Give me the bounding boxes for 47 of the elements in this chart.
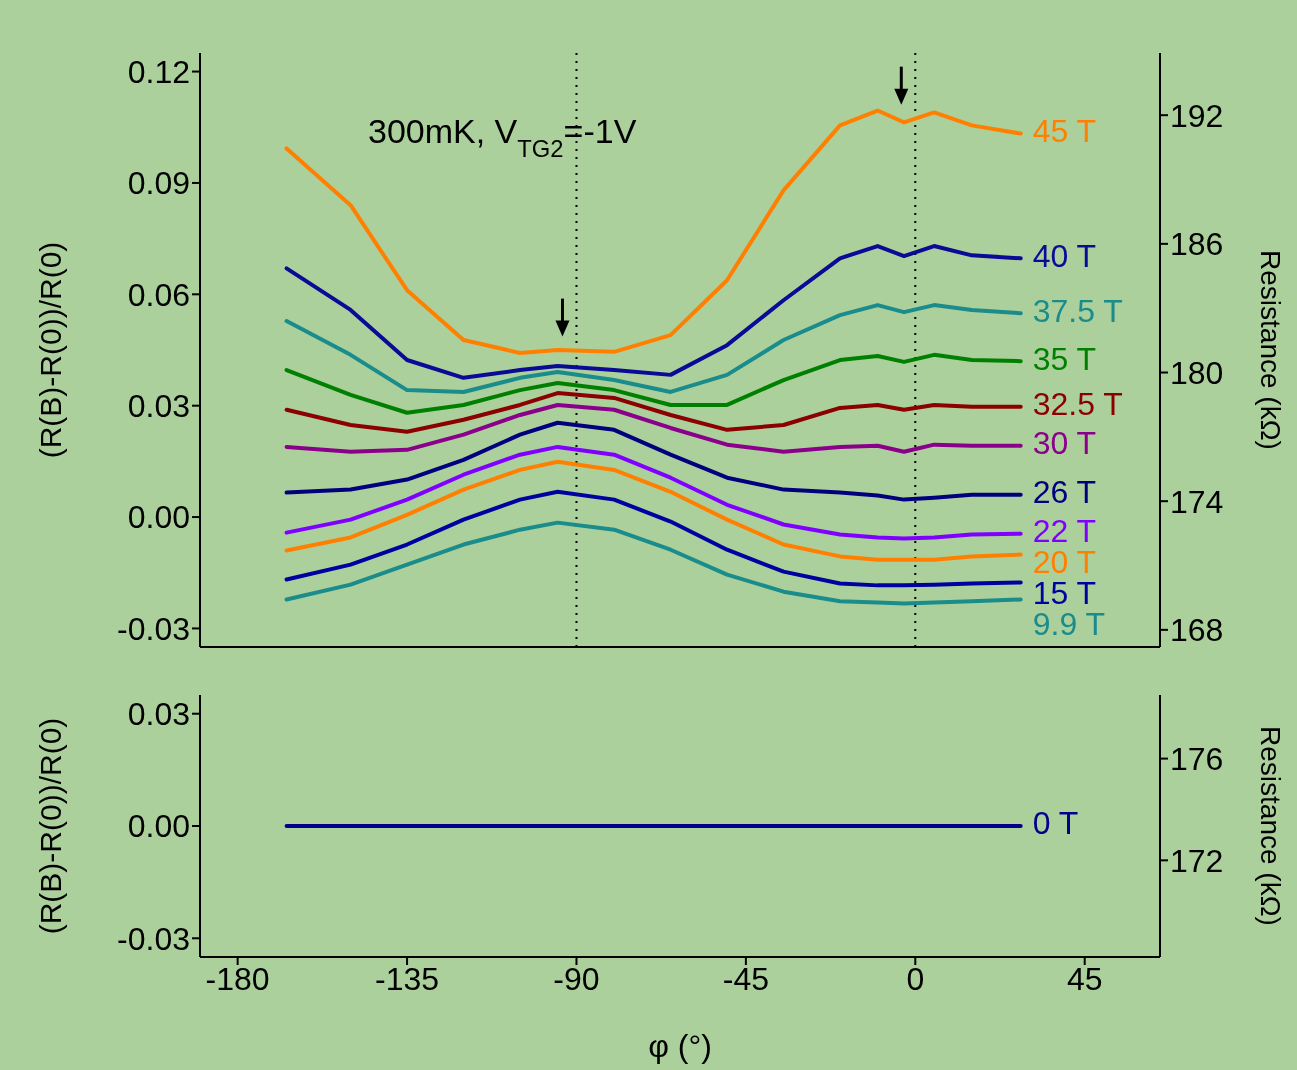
- line-series: [284, 420, 1023, 502]
- series-label: 32.5 T: [1032, 386, 1123, 423]
- line-series: [284, 489, 1023, 588]
- y2-tick-label: 192: [1170, 97, 1224, 134]
- line-series: [284, 402, 1023, 454]
- series-label: 0 T: [1032, 805, 1079, 842]
- series-label: 26 T: [1032, 474, 1097, 511]
- line-series: [284, 391, 1023, 434]
- y2-tick-label: 186: [1170, 226, 1224, 263]
- y2-tick-label: 180: [1170, 354, 1224, 391]
- y-tick-label: 0.06: [127, 276, 190, 313]
- y-tick-label: 0.00: [127, 808, 190, 845]
- series-label: 30 T: [1032, 425, 1097, 462]
- y2-axis-title: Resistance (kΩ): [1255, 250, 1287, 450]
- y-tick-label: -0.03: [117, 610, 190, 647]
- series-label: 35 T: [1032, 340, 1097, 377]
- line-series: [284, 303, 1023, 394]
- y-axis-title: (R(B)-R(0))/R(0): [33, 241, 67, 459]
- y2-axis-title: Resistance (kΩ): [1255, 726, 1287, 926]
- series-label: 40 T: [1032, 237, 1097, 274]
- y-tick-label: 0.00: [127, 499, 190, 536]
- y-axis-title: (R(B)-R(0))/R(0): [33, 717, 67, 935]
- line-series: [284, 444, 1023, 541]
- x-tick-label: -90: [553, 960, 600, 997]
- y-tick-label: 0.12: [127, 53, 190, 90]
- line-series: [284, 459, 1023, 562]
- line-series: [284, 108, 1023, 355]
- x-tick-label: -135: [375, 960, 440, 997]
- y-tick-label: 0.03: [127, 696, 190, 733]
- y-tick-label: 0.03: [127, 388, 190, 425]
- annotation: 300mK, V$_{TG2}$=-1V: [368, 112, 637, 162]
- x-axis-title: φ (°): [648, 1028, 712, 1064]
- y2-tick-label: 172: [1170, 842, 1224, 879]
- y-tick-label: 0.09: [127, 165, 190, 202]
- x-tick-label: 45: [1066, 960, 1103, 997]
- series-label: 45 T: [1032, 113, 1097, 150]
- x-tick-label: -45: [722, 960, 770, 997]
- series-label: 37.5 T: [1032, 292, 1123, 329]
- line-series: [284, 520, 1023, 606]
- x-tick-label: -180: [205, 960, 270, 997]
- y2-tick-label: 174: [1170, 483, 1224, 520]
- line-series: [284, 244, 1023, 380]
- y-tick-label: -0.03: [117, 920, 190, 957]
- line-series: [284, 352, 1023, 415]
- y2-tick-label: 176: [1170, 740, 1224, 777]
- x-tick-label: 0: [906, 960, 925, 997]
- y2-tick-label: 168: [1170, 612, 1224, 649]
